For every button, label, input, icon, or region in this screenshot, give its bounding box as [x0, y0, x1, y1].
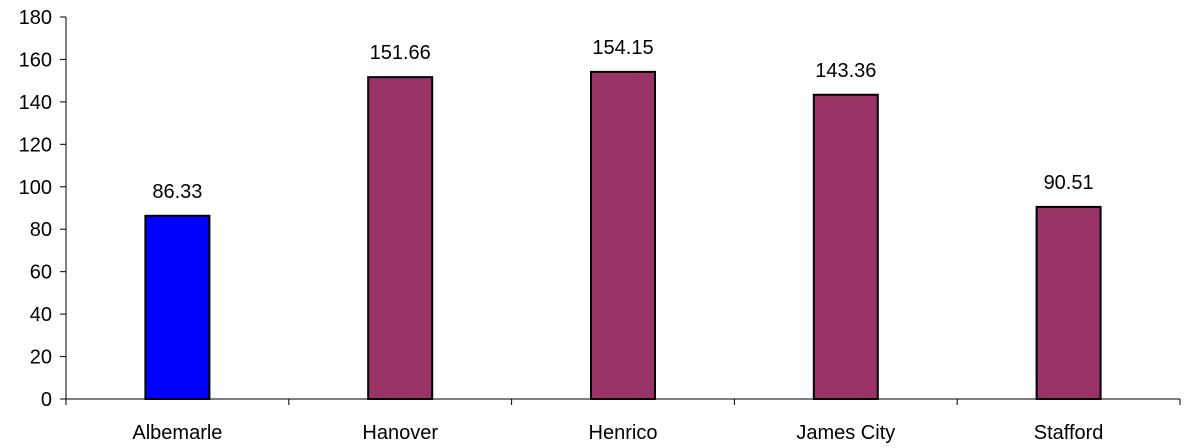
bar — [1035, 205, 1102, 400]
y-tick-label: 180 — [19, 7, 52, 29]
y-tick-label: 20 — [30, 347, 52, 369]
bar — [590, 70, 656, 401]
chart-labels: 86.33 Albemarle 151.66 Hanover 154.15 Henrico… — [132, 37, 1103, 444]
bar — [144, 214, 211, 400]
bar — [812, 93, 879, 401]
category-label: Albemarle — [132, 422, 222, 444]
bar — [367, 76, 434, 401]
data-label: 154.15 — [592, 37, 653, 59]
category-label: Stafford — [1034, 422, 1104, 444]
y-tick-label: 0 — [41, 389, 52, 411]
chart-bars — [144, 70, 1102, 401]
category-label: James City — [796, 422, 895, 444]
y-tick-label: 160 — [19, 49, 52, 71]
data-label: 151.66 — [370, 42, 431, 64]
category-label: Hanover — [362, 422, 438, 444]
y-tick-label: 80 — [30, 219, 52, 241]
y-tick-label: 100 — [19, 177, 52, 199]
category-label: Henrico — [589, 422, 658, 444]
y-tick-label: 140 — [19, 92, 52, 114]
data-label: 86.33 — [152, 181, 202, 203]
data-label: 143.36 — [815, 60, 876, 82]
chart-axes: 0 20 40 60 80 100 120 140 160 180 — [19, 7, 1181, 411]
y-tick-label: 40 — [30, 304, 52, 326]
y-tick-label: 120 — [19, 134, 52, 156]
y-tick-label: 60 — [30, 262, 52, 284]
data-label: 90.51 — [1044, 172, 1094, 194]
